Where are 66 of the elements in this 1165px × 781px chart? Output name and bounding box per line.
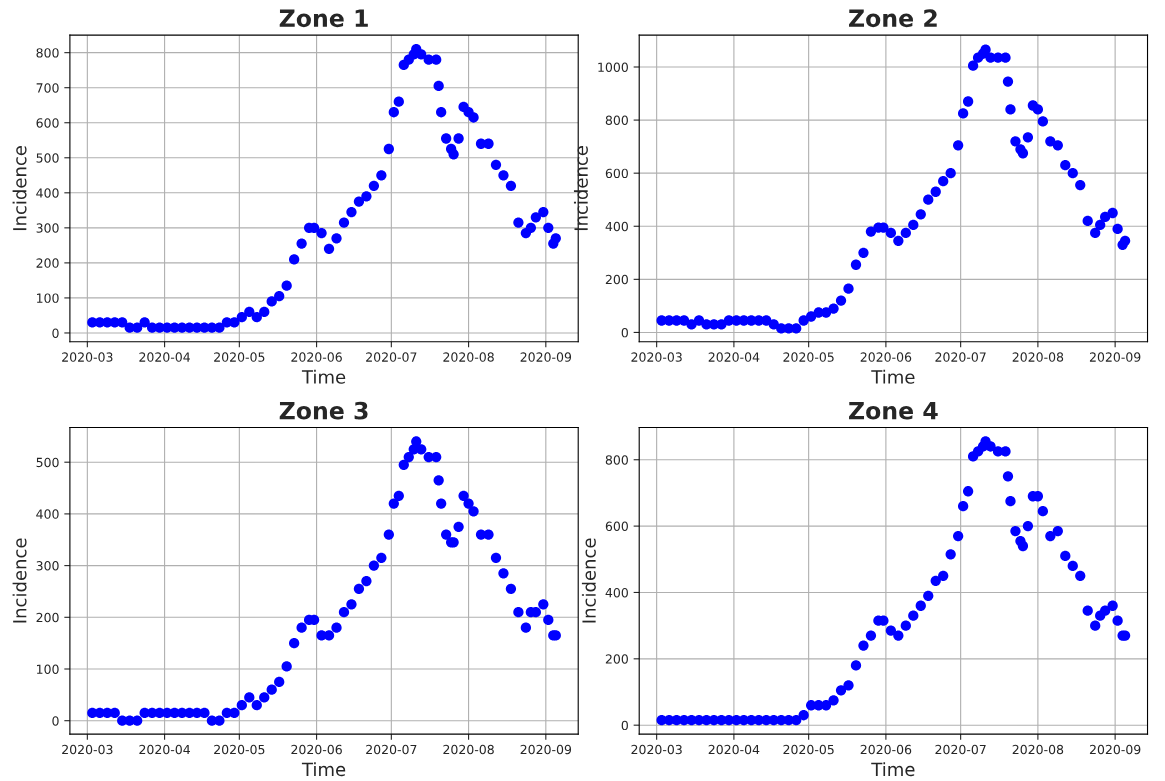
x-tick-label: 2020-06 bbox=[291, 352, 342, 362]
x-tick-label: 2020-05 bbox=[783, 352, 834, 362]
x-tick-label: 2020-04 bbox=[708, 744, 760, 755]
x-tick-label: 2020-07 bbox=[935, 744, 986, 755]
x-tick-label: 2020-06 bbox=[860, 352, 912, 362]
y-tick-label: 400 bbox=[605, 221, 628, 232]
y-tick-label: 0 bbox=[52, 716, 59, 726]
x-tick-label: 2020-07 bbox=[935, 352, 986, 362]
y-tick-label: 200 bbox=[605, 274, 628, 285]
y-tick-label: 600 bbox=[605, 168, 628, 179]
chart-title: Zone 1 bbox=[279, 9, 368, 28]
x-tick-label: 2020-03 bbox=[631, 352, 682, 362]
x-tick-label: 2020-03 bbox=[62, 744, 113, 755]
y-tick-label: 0 bbox=[621, 720, 628, 731]
x-tick-label: 2020-08 bbox=[443, 744, 494, 755]
y-tick-label: 400 bbox=[36, 188, 59, 198]
x-tick-label: 2020-09 bbox=[520, 352, 572, 362]
x-tick-label: 2020-07 bbox=[366, 352, 417, 362]
x-tick-label: 2020-05 bbox=[783, 744, 834, 755]
x-tick-label: 2020-04 bbox=[139, 744, 190, 755]
y-tick-label: 200 bbox=[36, 612, 59, 623]
x-tick-label: 2020-08 bbox=[1012, 744, 1064, 755]
y-tick-label: 0 bbox=[52, 328, 59, 338]
y-tick-label: 500 bbox=[36, 457, 59, 468]
x-axis-title: Time bbox=[301, 369, 346, 384]
y-tick-label: 400 bbox=[36, 509, 59, 519]
y-tick-label: 300 bbox=[36, 561, 59, 571]
y-axis-title: Incidence bbox=[12, 538, 27, 623]
x-tick-label: 2020-03 bbox=[62, 352, 113, 362]
y-tick-label: 1000 bbox=[598, 62, 628, 72]
x-axis-title: Time bbox=[301, 762, 346, 777]
y-tick-label: 600 bbox=[36, 118, 59, 128]
x-tick-label: 2020-08 bbox=[443, 352, 494, 362]
y-axis-title: Incidence bbox=[573, 146, 588, 231]
y-tick-label: 400 bbox=[605, 587, 628, 598]
y-tick-label: 600 bbox=[605, 521, 628, 532]
y-tick-label: 300 bbox=[36, 223, 59, 233]
y-axis-title: Incidence bbox=[581, 538, 596, 623]
y-axis-title: Incidence bbox=[12, 146, 27, 231]
x-tick-label: 2020-09 bbox=[1089, 352, 1141, 362]
y-tick-label: 100 bbox=[37, 293, 59, 303]
x-tick-label: 2020-09 bbox=[1089, 744, 1141, 755]
y-tick-label: 100 bbox=[37, 664, 59, 674]
x-tick-label: 2020-04 bbox=[708, 352, 760, 362]
x-tick-label: 2020-05 bbox=[214, 744, 265, 755]
chart-title: Zone 2 bbox=[849, 9, 937, 28]
x-tick-label: 2020-07 bbox=[366, 744, 417, 755]
x-tick-label: 2020-08 bbox=[1012, 352, 1064, 362]
x-axis-title: Time bbox=[871, 762, 915, 777]
y-tick-label: 800 bbox=[36, 48, 59, 58]
y-tick-label: 500 bbox=[36, 153, 59, 163]
x-tick-label: 2020-09 bbox=[520, 744, 572, 755]
x-tick-label: 2020-03 bbox=[631, 744, 682, 755]
y-tick-label: 700 bbox=[36, 83, 59, 93]
chart-title: Zone 4 bbox=[849, 402, 938, 420]
x-tick-label: 2020-05 bbox=[214, 352, 265, 362]
y-tick-label: 200 bbox=[36, 258, 59, 268]
chart-title: Zone 3 bbox=[279, 401, 368, 420]
x-tick-label: 2020-06 bbox=[860, 744, 912, 755]
x-tick-label: 2020-06 bbox=[291, 744, 342, 755]
y-tick-label: 800 bbox=[605, 455, 628, 465]
y-tick-label: 800 bbox=[605, 115, 628, 126]
x-axis-title: Time bbox=[871, 369, 915, 384]
y-tick-label: 200 bbox=[605, 654, 628, 664]
x-tick-label: 2020-04 bbox=[139, 352, 190, 362]
y-tick-label: 0 bbox=[621, 327, 628, 338]
